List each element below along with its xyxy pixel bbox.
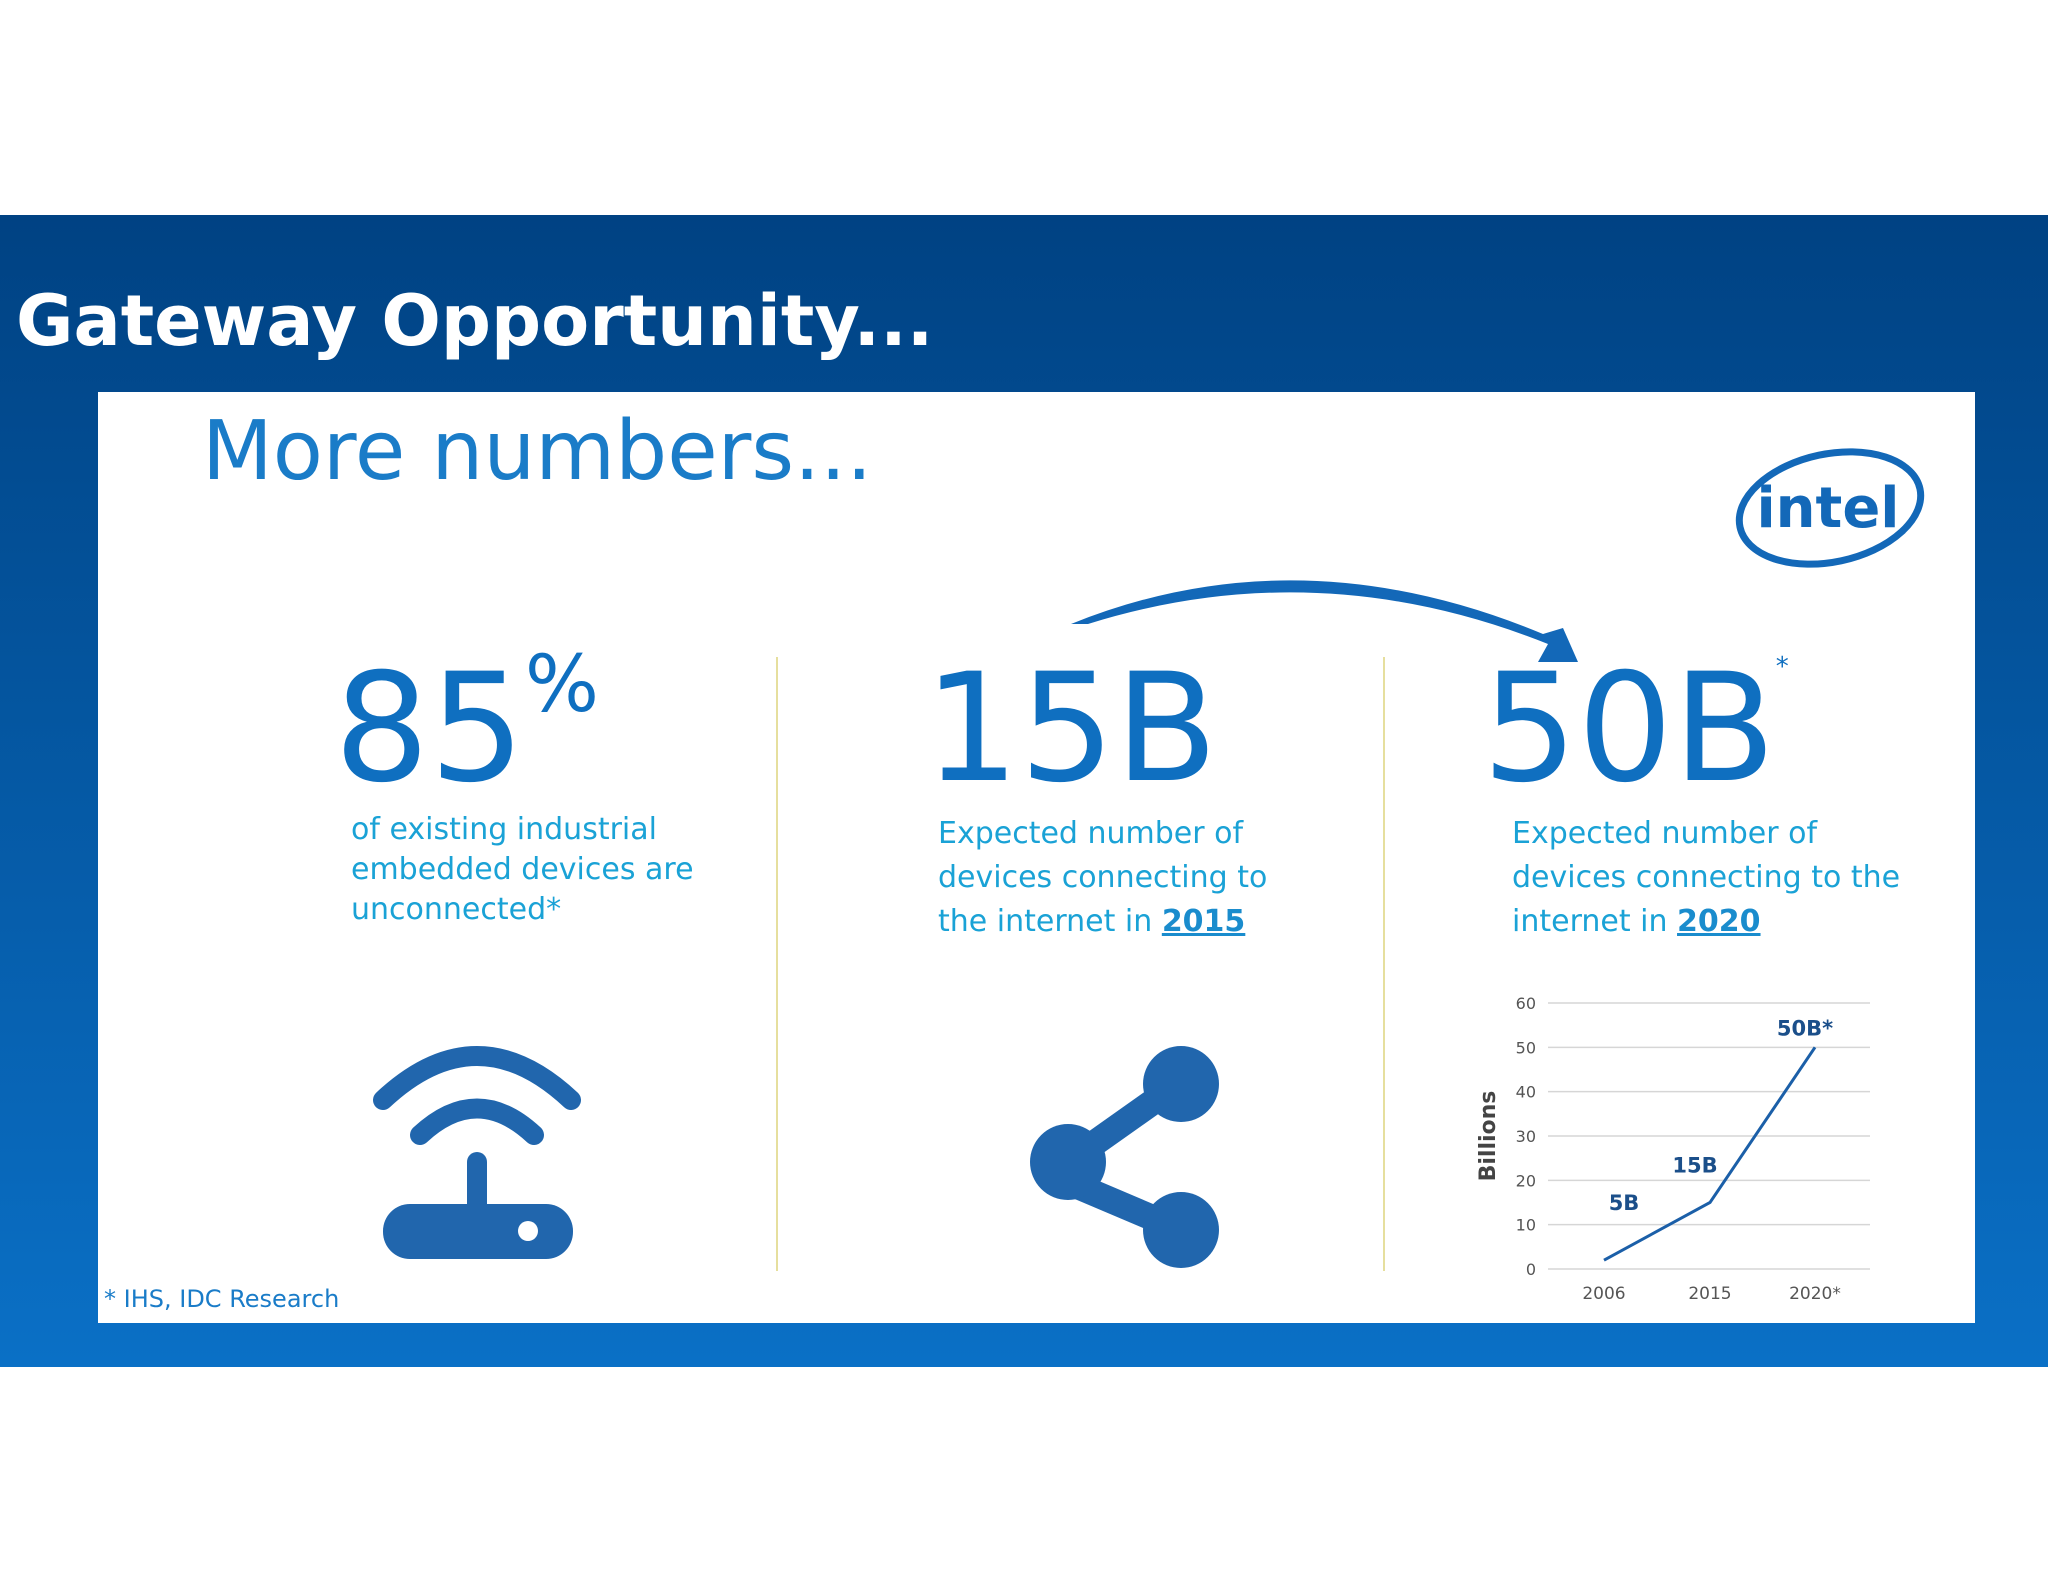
x-tick-label: 2020* bbox=[1789, 1284, 1841, 1304]
share-icon bbox=[1030, 1046, 1219, 1268]
annotation: 15B bbox=[1672, 1154, 1717, 1178]
logo-swoosh bbox=[1735, 448, 1925, 568]
y-tick-label: 30 bbox=[1516, 1127, 1536, 1146]
panel-heading: More numbers... bbox=[202, 404, 873, 499]
stat-value: 85% bbox=[334, 646, 599, 804]
stat-year: 2020 bbox=[1677, 904, 1761, 939]
footnote: * IHS, IDC Research bbox=[104, 1285, 340, 1313]
annotation: 50B* bbox=[1777, 1016, 1833, 1040]
stat-value: 15B bbox=[924, 654, 1218, 804]
router-light bbox=[518, 1221, 538, 1241]
logo: intel bbox=[1756, 476, 1899, 541]
stat-value: 50B* bbox=[1482, 654, 1789, 804]
y-tick-label: 20 bbox=[1516, 1171, 1536, 1190]
y-tick-label: 0 bbox=[1526, 1260, 1536, 1279]
stat-number: 50B bbox=[1482, 642, 1776, 816]
y-tick-label: 10 bbox=[1516, 1216, 1536, 1235]
y-axis-label: Billions bbox=[1476, 1091, 1501, 1182]
stat-desc: Expected number of devices connecting to… bbox=[1512, 816, 1901, 939]
stat-unit: % bbox=[524, 640, 599, 730]
stat-year: 2015 bbox=[1161, 904, 1246, 939]
x-tick-label: 2006 bbox=[1582, 1284, 1625, 1304]
router-body bbox=[383, 1204, 573, 1259]
stat-number: 15B bbox=[924, 642, 1218, 816]
annotation: 5B bbox=[1609, 1191, 1640, 1215]
stat-text: Expected number of devices connecting to… bbox=[1512, 812, 1912, 944]
x-tick-label: 2015 bbox=[1688, 1284, 1731, 1304]
stat-text: Expected number of devices connecting to… bbox=[938, 812, 1283, 944]
y-tick-label: 40 bbox=[1516, 1083, 1536, 1102]
stat-number: 85 bbox=[334, 642, 525, 816]
stat-desc: Expected number of devices connecting to… bbox=[938, 816, 1268, 939]
stat-text: of existing industrial embedded devices … bbox=[351, 812, 694, 927]
router-icon bbox=[373, 1046, 581, 1220]
y-tick-label: 50 bbox=[1516, 1038, 1536, 1057]
y-tick-label: 60 bbox=[1516, 994, 1536, 1013]
slide-title: Gateway Opportunity... bbox=[16, 280, 934, 362]
panel: intel 0 10 20 30 40 50 60 Billions 2006 2015 2020*… bbox=[98, 392, 1975, 1323]
stat-unit: * bbox=[1775, 652, 1789, 682]
line bbox=[1603, 1046, 1817, 1262]
